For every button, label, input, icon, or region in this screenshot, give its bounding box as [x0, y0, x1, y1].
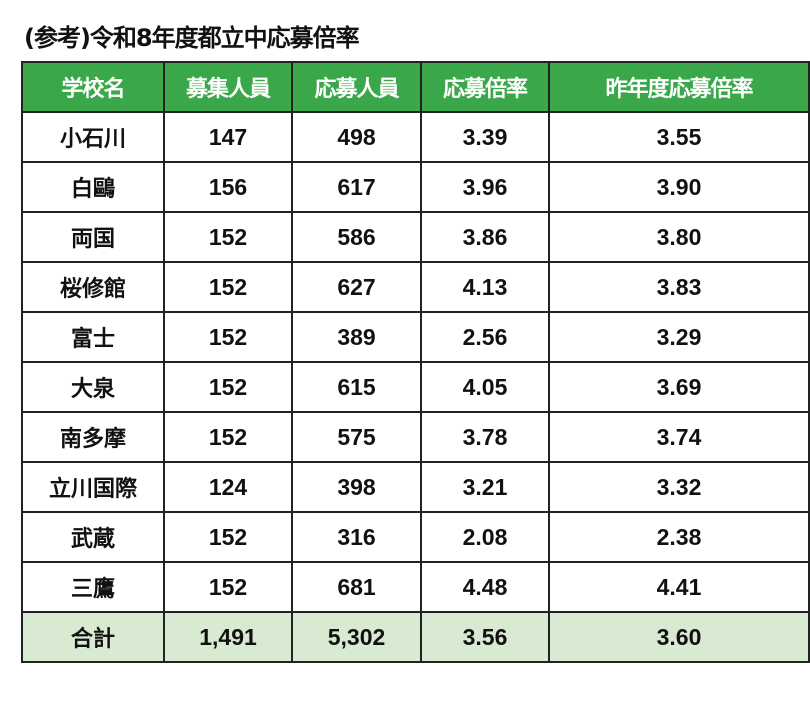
value-cell: 3.90	[548, 161, 810, 213]
column-header: 昨年度応募倍率	[548, 61, 810, 113]
value-cell: 3.56	[420, 611, 550, 663]
column-header: 応募倍率	[420, 61, 550, 113]
column-header: 応募人員	[291, 61, 422, 113]
value-cell: 152	[163, 361, 293, 413]
school-name-cell: 立川国際	[21, 461, 165, 513]
value-cell: 152	[163, 411, 293, 463]
school-name-cell: 桜修館	[21, 261, 165, 313]
value-cell: 3.29	[548, 311, 810, 363]
value-cell: 3.21	[420, 461, 550, 513]
total-row: 合計 1,491 5,302 3.56 3.60	[21, 611, 810, 663]
value-cell: 3.69	[548, 361, 810, 413]
value-cell: 681	[291, 561, 422, 613]
school-name-cell: 三鷹	[21, 561, 165, 613]
school-name-cell: 大泉	[21, 361, 165, 413]
value-cell: 4.05	[420, 361, 550, 413]
value-cell: 156	[163, 161, 293, 213]
value-cell: 3.80	[548, 211, 810, 263]
value-cell: 152	[163, 311, 293, 363]
value-cell: 3.78	[420, 411, 550, 463]
value-cell: 627	[291, 261, 422, 313]
value-cell: 3.32	[548, 461, 810, 513]
value-cell: 498	[291, 111, 422, 163]
value-cell: 152	[163, 211, 293, 263]
school-name-cell: 合計	[21, 611, 165, 663]
value-cell: 316	[291, 511, 422, 563]
value-cell: 124	[163, 461, 293, 513]
table-row: 武蔵 152 316 2.08 2.38	[21, 511, 810, 563]
value-cell: 2.56	[420, 311, 550, 363]
value-cell: 152	[163, 261, 293, 313]
value-cell: 2.38	[548, 511, 810, 563]
table-row: 南多摩 152 575 3.78 3.74	[21, 411, 810, 463]
table-row: 白鷗 156 617 3.96 3.90	[21, 161, 810, 213]
value-cell: 3.86	[420, 211, 550, 263]
school-name-cell: 富士	[21, 311, 165, 363]
table-row: 桜修館 152 627 4.13 3.83	[21, 261, 810, 313]
value-cell: 3.83	[548, 261, 810, 313]
school-name-cell: 両国	[21, 211, 165, 263]
value-cell: 152	[163, 561, 293, 613]
application-ratio-table: 学校名 募集人員 応募人員 応募倍率 昨年度応募倍率 小石川 147 498 3.39 3.55…	[21, 61, 810, 663]
value-cell: 3.39	[420, 111, 550, 163]
value-cell: 2.08	[420, 511, 550, 563]
school-name-cell: 白鷗	[21, 161, 165, 213]
school-name-cell: 武蔵	[21, 511, 165, 563]
value-cell: 615	[291, 361, 422, 413]
value-cell: 1,491	[163, 611, 293, 663]
column-header: 募集人員	[163, 61, 293, 113]
table-row: 富士 152 389 2.56 3.29	[21, 311, 810, 363]
table-row: 両国 152 586 3.86 3.80	[21, 211, 810, 263]
value-cell: 389	[291, 311, 422, 363]
table-row: 立川国際 124 398 3.21 3.32	[21, 461, 810, 513]
value-cell: 398	[291, 461, 422, 513]
page-title: (参考)令和8年度都立中応募倍率	[24, 24, 360, 52]
value-cell: 3.55	[548, 111, 810, 163]
value-cell: 5,302	[291, 611, 422, 663]
value-cell: 3.60	[548, 611, 810, 663]
value-cell: 4.41	[548, 561, 810, 613]
table-row: 三鷹 152 681 4.48 4.41	[21, 561, 810, 613]
value-cell: 147	[163, 111, 293, 163]
table-row: 小石川 147 498 3.39 3.55	[21, 111, 810, 163]
table-row: 大泉 152 615 4.05 3.69	[21, 361, 810, 413]
value-cell: 3.74	[548, 411, 810, 463]
value-cell: 575	[291, 411, 422, 463]
school-name-cell: 小石川	[21, 111, 165, 163]
school-name-cell: 南多摩	[21, 411, 165, 463]
header-row: 学校名 募集人員 応募人員 応募倍率 昨年度応募倍率	[21, 61, 810, 113]
value-cell: 617	[291, 161, 422, 213]
value-cell: 3.96	[420, 161, 550, 213]
value-cell: 4.48	[420, 561, 550, 613]
value-cell: 586	[291, 211, 422, 263]
value-cell: 4.13	[420, 261, 550, 313]
value-cell: 152	[163, 511, 293, 563]
column-header: 学校名	[21, 61, 165, 113]
